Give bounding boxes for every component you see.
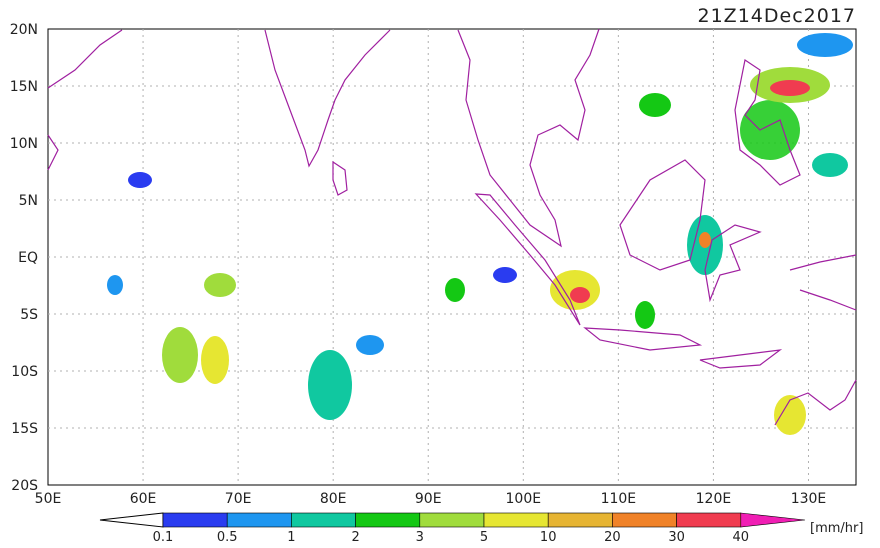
coastline [457, 28, 600, 248]
coastline [774, 379, 857, 426]
lon-label: 50E [35, 491, 62, 507]
colorbar-box [547, 512, 613, 528]
lon-label: 120E [696, 491, 732, 507]
coastline [264, 29, 391, 168]
colorbar-label: 10 [540, 530, 557, 544]
rain-area [740, 100, 800, 160]
lat-label: 20N [10, 22, 38, 38]
coastlines [47, 28, 857, 426]
coastline [47, 29, 123, 89]
rain-area [308, 350, 352, 420]
lon-label: 80E [320, 491, 347, 507]
rain-area [162, 327, 198, 383]
rain-area [356, 335, 384, 355]
rain-area [812, 153, 848, 177]
lon-label: 110E [601, 491, 637, 507]
rain-areas [107, 33, 853, 435]
colorbar-box [226, 512, 292, 528]
coastline [734, 59, 801, 186]
coastline [789, 254, 857, 311]
rain-area [107, 275, 123, 295]
colorbar-over [740, 512, 806, 528]
lat-label: 20S [11, 478, 38, 494]
colorbar-label: 1 [287, 530, 295, 544]
rain-area [201, 336, 229, 384]
lat-label: 10N [10, 136, 38, 152]
coastline [474, 193, 581, 326]
coastline [583, 327, 703, 351]
lat-label: 5S [20, 307, 38, 323]
lat-label: 10S [11, 364, 38, 380]
colorbar-label: 30 [668, 530, 685, 544]
colorbar-unit: [mm/hr] [810, 521, 863, 536]
lat-labels: 20N 15N 10N 5N EQ 5S 10S 15S 20S [10, 22, 38, 494]
lon-label: 130E [791, 491, 827, 507]
lon-label: 60E [130, 491, 157, 507]
lat-label: EQ [18, 250, 38, 266]
colorbar-label: 0.5 [217, 530, 238, 544]
rain-area [635, 301, 655, 329]
colorbar-label: 40 [733, 530, 750, 544]
coastline [699, 349, 783, 369]
colorbar-box [419, 512, 485, 528]
rain-area [699, 232, 711, 248]
colorbar-box [355, 512, 421, 528]
colorbar-box [676, 512, 742, 528]
lat-label: 15N [10, 79, 38, 95]
rain-area [639, 93, 671, 117]
rain-area [797, 33, 853, 57]
coastline [47, 134, 59, 171]
lon-label: 90E [415, 491, 442, 507]
colorbar-box [291, 512, 356, 528]
colorbar-box [162, 512, 228, 528]
rain-area [128, 172, 152, 188]
colorbar-label: 3 [416, 530, 424, 544]
lon-label: 100E [506, 491, 542, 507]
colorbar-label: 2 [351, 530, 359, 544]
coastline [704, 224, 762, 303]
map-title: 21Z14Dec2017 [698, 5, 857, 27]
coastline [332, 160, 348, 196]
colorbar-label: 5 [480, 530, 488, 544]
rain-area [774, 395, 806, 435]
rain-area [770, 80, 810, 96]
lat-label: 5N [19, 193, 38, 209]
lon-labels: 50E 60E 70E 80E 90E 100E 110E 120E 130E [35, 491, 827, 507]
colorbar-box [612, 512, 677, 528]
lon-label: 70E [225, 491, 252, 507]
coastline [619, 159, 706, 271]
rain-area [493, 267, 517, 283]
colorbar-under [99, 512, 164, 528]
rain-area [445, 278, 465, 302]
grid [48, 29, 856, 485]
colorbar-label: 0.1 [153, 530, 174, 544]
colorbar-label: 20 [604, 530, 621, 544]
colorbar-box [483, 512, 549, 528]
colorbar: 0.1 0.5 1 2 3 5 10 20 30 40 [99, 512, 806, 545]
lat-label: 15S [11, 421, 38, 437]
rain-area [204, 273, 236, 297]
rain-area [570, 287, 590, 303]
